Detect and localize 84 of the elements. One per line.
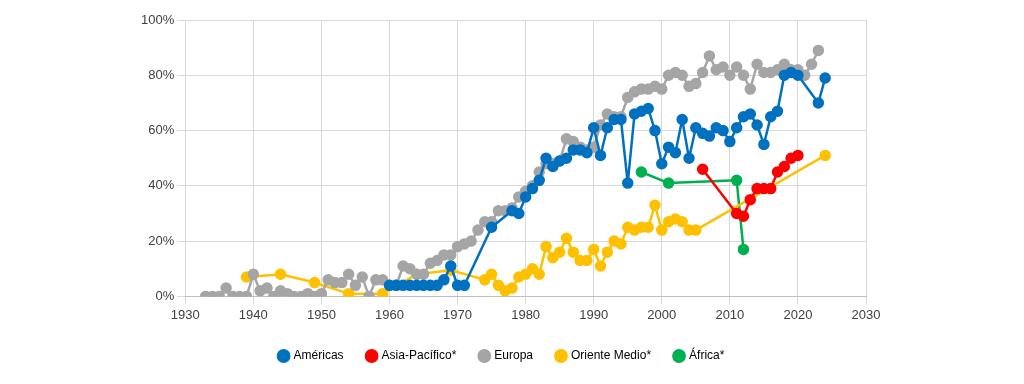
point [751, 119, 763, 131]
point [567, 246, 580, 258]
x-tick-label: 2020 [783, 306, 813, 322]
x-tick-label: 1950 [306, 306, 336, 322]
point [737, 210, 750, 222]
point [274, 268, 287, 281]
point [642, 102, 654, 115]
point [683, 152, 695, 164]
point [635, 166, 648, 178]
legend-label: África* [689, 347, 725, 363]
point [533, 174, 545, 187]
point [649, 199, 661, 211]
y-tick-label: 100% [141, 11, 175, 27]
y-tick-label: 0% [155, 287, 175, 303]
point [506, 282, 518, 294]
point [812, 97, 825, 109]
point [560, 232, 573, 245]
point [513, 207, 525, 220]
point [308, 276, 321, 289]
point [587, 243, 600, 256]
point [594, 149, 607, 162]
y-tick-label: 80% [148, 66, 175, 82]
legend-label: Asia-Pacífico* [381, 348, 457, 363]
point [560, 152, 573, 164]
point [485, 221, 498, 234]
point [662, 177, 675, 189]
point [526, 263, 539, 275]
point [703, 130, 716, 142]
point [758, 138, 770, 151]
point [485, 268, 498, 281]
point [819, 72, 831, 84]
point [649, 124, 661, 137]
point [553, 246, 566, 258]
point [819, 149, 831, 162]
point [744, 193, 757, 206]
y-tick-label: 60% [148, 122, 175, 138]
point [792, 149, 804, 162]
x-tick-label: 2000 [647, 306, 677, 322]
point [376, 287, 389, 297]
x-tick-label: 1930 [170, 306, 200, 322]
x-tick-label: 1990 [579, 306, 609, 322]
point [444, 260, 457, 272]
point [533, 268, 545, 281]
x-tick-label: 1980 [511, 306, 541, 322]
point [601, 122, 614, 134]
point [621, 177, 634, 189]
point [656, 157, 668, 170]
point [519, 191, 532, 203]
point [792, 69, 804, 82]
x-tick-label: 2010 [715, 306, 745, 322]
point [771, 166, 784, 178]
point [778, 160, 791, 173]
point [771, 105, 784, 117]
x-tick-label: 2030 [851, 306, 881, 322]
point [730, 174, 743, 187]
point [587, 122, 600, 134]
point [724, 135, 736, 148]
point [744, 108, 757, 120]
point [730, 122, 743, 134]
point [540, 240, 552, 253]
point [656, 224, 668, 236]
point [676, 216, 688, 228]
x-tick-label: 1960 [375, 306, 404, 322]
point [594, 260, 607, 272]
point [676, 113, 688, 126]
point [696, 163, 709, 176]
point [342, 287, 355, 297]
y-tick-label: 20% [148, 232, 175, 248]
legend-label: Américas [293, 348, 344, 363]
point [717, 124, 729, 137]
point [540, 152, 552, 164]
y-tick-label: 40% [148, 177, 175, 193]
x-tick-label: 1970 [443, 306, 473, 322]
point [601, 246, 614, 258]
point [662, 141, 675, 153]
point [438, 274, 450, 286]
point [737, 243, 750, 256]
legend-label: Europa [494, 348, 534, 363]
point [615, 238, 627, 250]
point [669, 146, 682, 159]
x-tick-label: 1940 [238, 306, 268, 322]
legend-label: Oriente Medio* [571, 348, 652, 363]
point [492, 279, 505, 292]
point [764, 110, 777, 123]
